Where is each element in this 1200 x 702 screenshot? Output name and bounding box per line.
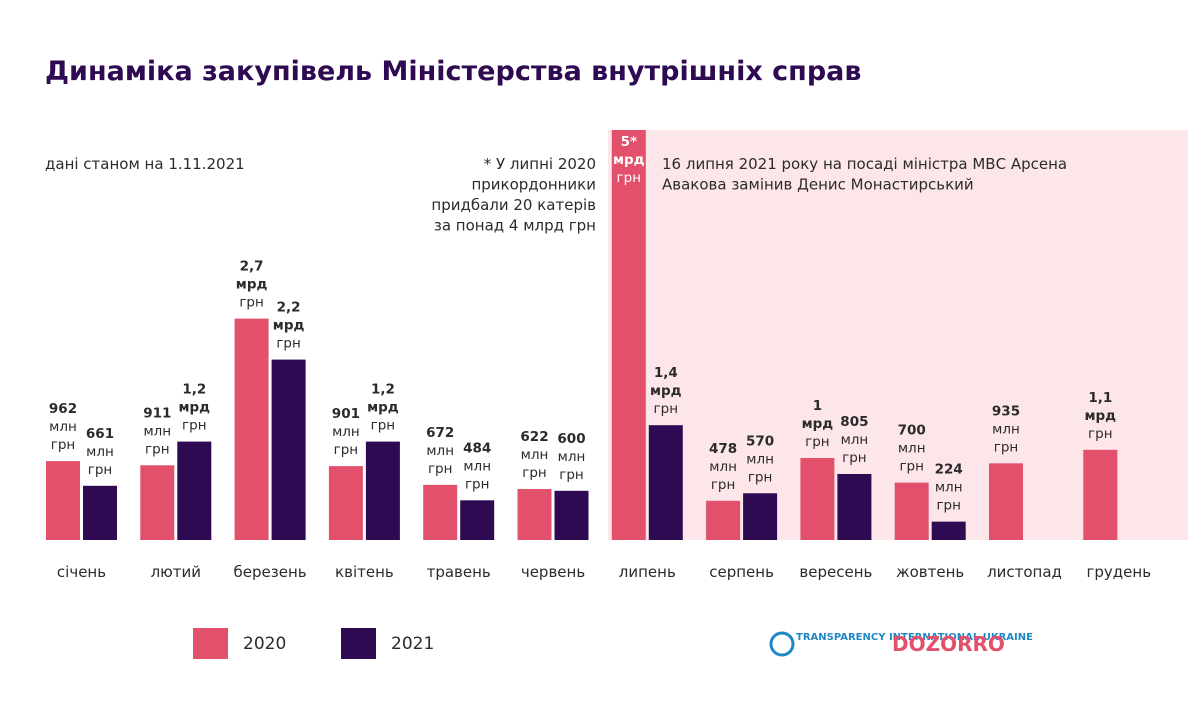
bar <box>365 441 400 540</box>
bar <box>234 318 269 540</box>
value-label: 911 млн грн <box>143 405 171 457</box>
x-tick-label: червень <box>521 563 585 581</box>
x-tick-label: вересень <box>799 563 872 581</box>
x-tick-label: листопад <box>987 563 1062 581</box>
annotation: 16 липня 2021 року на посаді міністра МВ… <box>662 155 1067 194</box>
value-label: 224 млн грн <box>935 462 963 514</box>
chart-title: Динаміка закупівель Міністерства внутріш… <box>45 56 861 87</box>
bar <box>140 465 175 540</box>
bar <box>517 488 552 540</box>
bar <box>611 130 646 540</box>
value-label: 962 млн грн <box>49 401 77 453</box>
value-label: 484 млн грн <box>463 440 491 492</box>
value-label: 5* мрд грн <box>613 134 645 186</box>
value-label: 2,2 мрд грн <box>273 300 305 352</box>
value-label: 672 млн грн <box>426 425 454 477</box>
logo-text: TRANSPARENCY INTERNATIONAL UKRAINE <box>796 632 1033 643</box>
bar <box>706 500 741 540</box>
x-tick-label: квітень <box>335 563 394 581</box>
annotation: * У липні 2020 прикордонники придбали 20 к… <box>431 155 596 235</box>
bar <box>46 461 80 540</box>
legend-label: 2020 <box>243 634 286 654</box>
value-label: 1,2 мрд грн <box>178 382 210 434</box>
bar <box>177 441 212 540</box>
value-label: 1,4 мрд грн <box>650 365 682 417</box>
value-label: 478 млн грн <box>709 441 737 493</box>
bar <box>460 500 495 540</box>
x-tick-label: березень <box>234 563 307 581</box>
bar <box>648 425 683 540</box>
x-tick-label: лютий <box>151 563 201 581</box>
value-label: 901 млн грн <box>332 406 360 458</box>
value-label: 1,1 мрд грн <box>1084 390 1116 442</box>
logo-dozorro: DOZORRO <box>892 632 1005 656</box>
value-label: 805 млн грн <box>840 414 868 466</box>
value-label: 1 мрд грн <box>802 398 834 450</box>
x-tick-label: січень <box>57 563 106 581</box>
bar <box>989 463 1023 540</box>
bar <box>328 466 363 540</box>
value-label: 2,7 мрд грн <box>236 259 268 311</box>
bar <box>1083 449 1118 540</box>
bar <box>554 490 589 540</box>
subtitle: дані станом на 1.11.2021 <box>45 155 245 173</box>
bar <box>894 482 929 540</box>
x-tick-label: серпень <box>709 563 774 581</box>
x-tick-label: липень <box>619 563 676 581</box>
value-label: 570 млн грн <box>746 433 774 485</box>
value-label: 661 млн грн <box>86 426 114 478</box>
bar <box>83 485 117 540</box>
bar <box>423 484 458 540</box>
bar <box>931 521 966 540</box>
value-label: 700 млн грн <box>898 423 926 475</box>
legend-label: 2021 <box>391 634 434 654</box>
x-tick-label: грудень <box>1087 563 1152 581</box>
bar <box>743 493 778 540</box>
bar <box>837 473 872 540</box>
bar <box>800 458 835 540</box>
legend-swatch <box>341 628 376 659</box>
logo-ti: TRANSPARENCY INTERNATIONAL UKRAINE <box>769 631 1033 657</box>
x-tick-label: травень <box>427 563 491 581</box>
value-label: 1,2 мрд грн <box>367 382 399 434</box>
value-label: 600 млн грн <box>557 431 585 483</box>
bar <box>271 359 306 540</box>
x-tick-label: жовтень <box>896 563 964 581</box>
value-label: 622 млн грн <box>520 429 548 481</box>
value-label: 935 млн грн <box>992 403 1020 455</box>
legend-swatch <box>193 628 228 659</box>
